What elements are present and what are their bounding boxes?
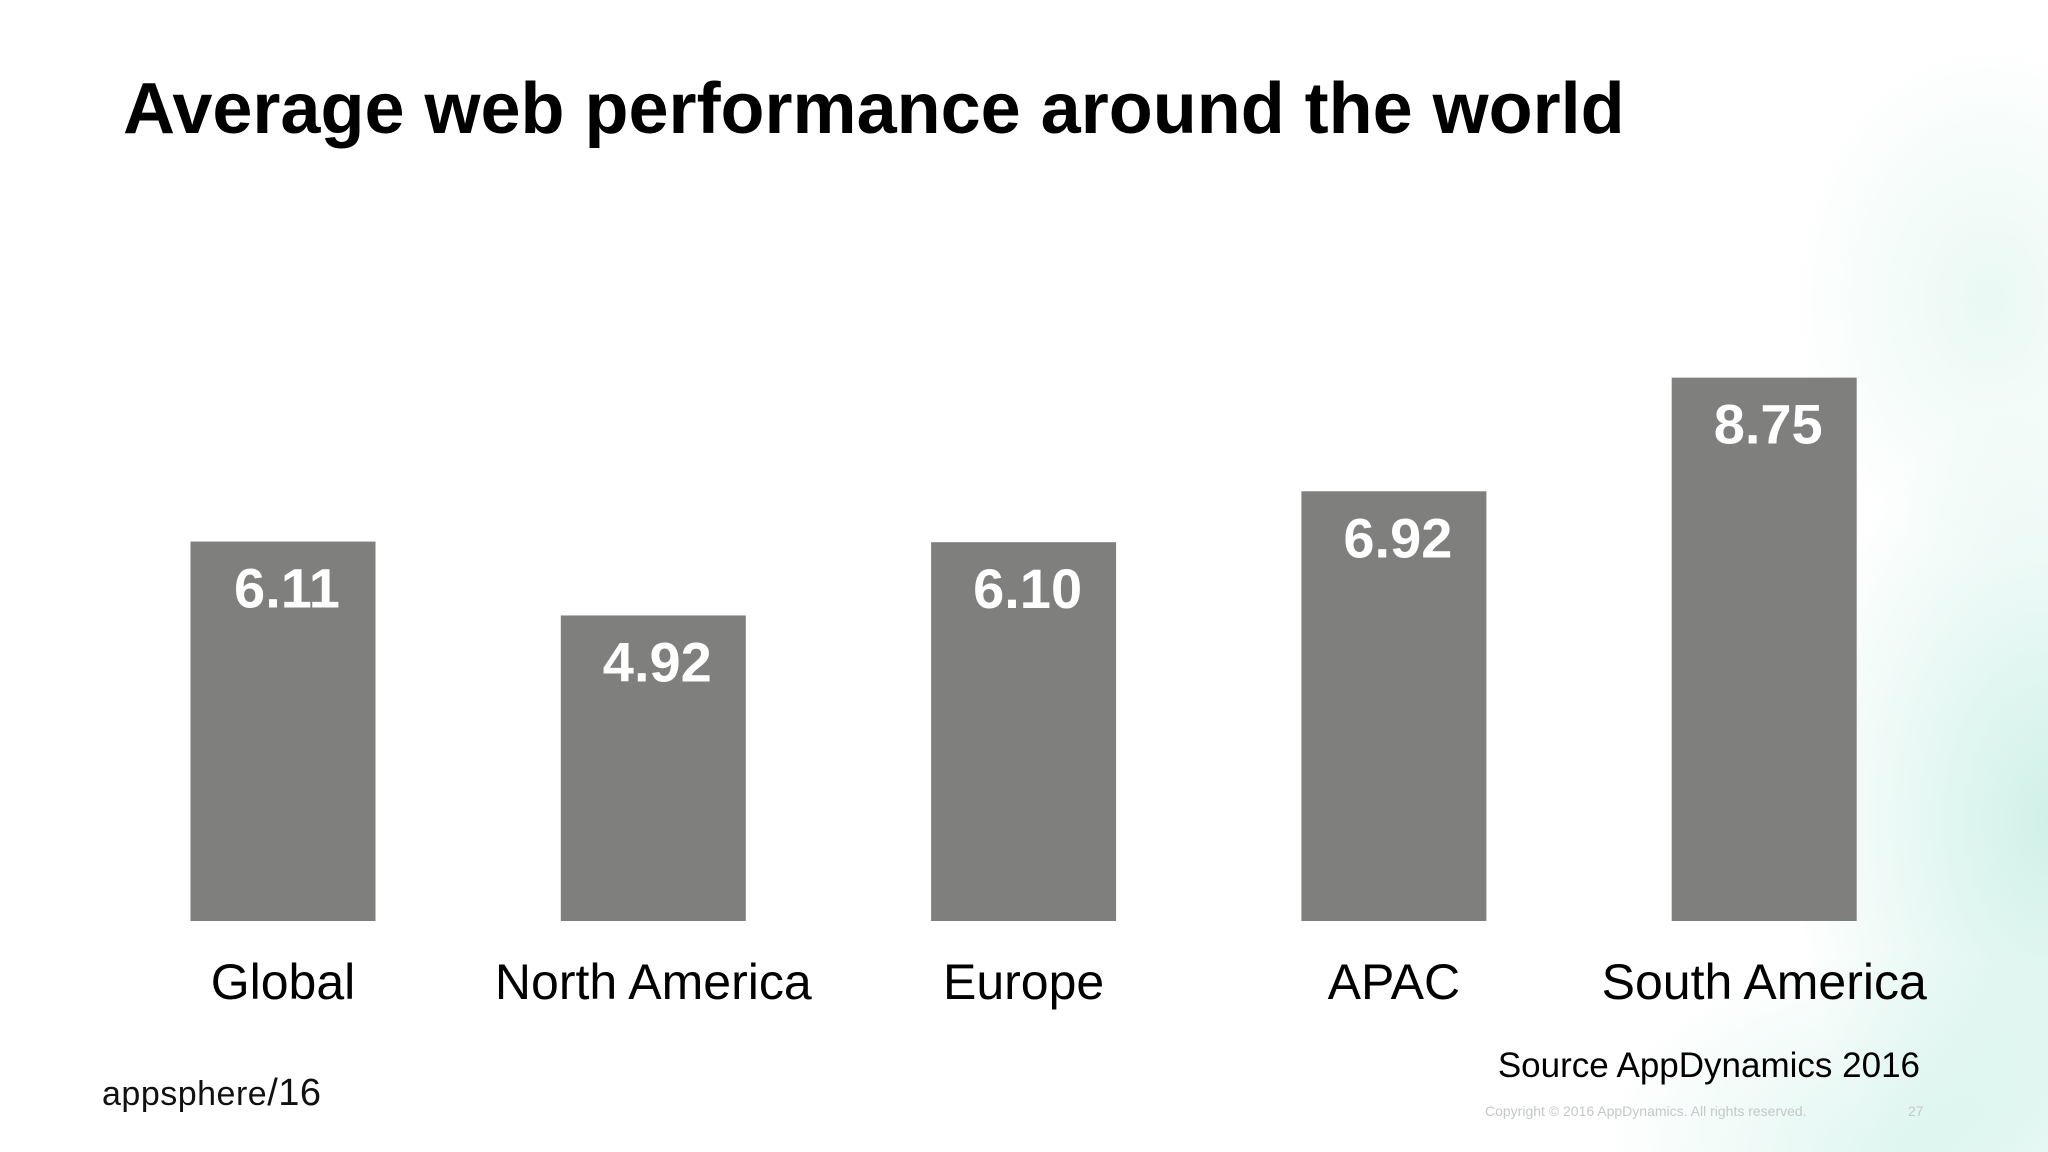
bar-north-america (560, 615, 746, 921)
data-label: 8.75 (1714, 393, 1823, 456)
bar-apac (1301, 491, 1487, 921)
category-label: South America (1602, 954, 1927, 1010)
category-label: Global (211, 954, 356, 1010)
source-note: Source AppDynamics 2016 (1497, 1046, 1920, 1085)
bar-europe (931, 542, 1117, 921)
data-label: 4.92 (603, 630, 712, 693)
bar-south-america (1671, 377, 1857, 921)
page-number: 27 (1908, 1103, 1924, 1119)
data-label: 6.92 (1343, 506, 1452, 569)
bar-global (190, 541, 376, 921)
appsphere-logo: appsphere/16 (102, 1072, 322, 1114)
chart-title: Average web performance around the world (123, 69, 1625, 149)
data-label: 6.11 (234, 557, 340, 620)
category-label: Europe (943, 954, 1104, 1010)
category-label: APAC (1328, 954, 1460, 1010)
copyright-notice: Copyright © 2016 AppDynamics. All rights… (1485, 1103, 1807, 1119)
category-label: North America (495, 954, 812, 1010)
data-label: 6.10 (973, 557, 1082, 620)
